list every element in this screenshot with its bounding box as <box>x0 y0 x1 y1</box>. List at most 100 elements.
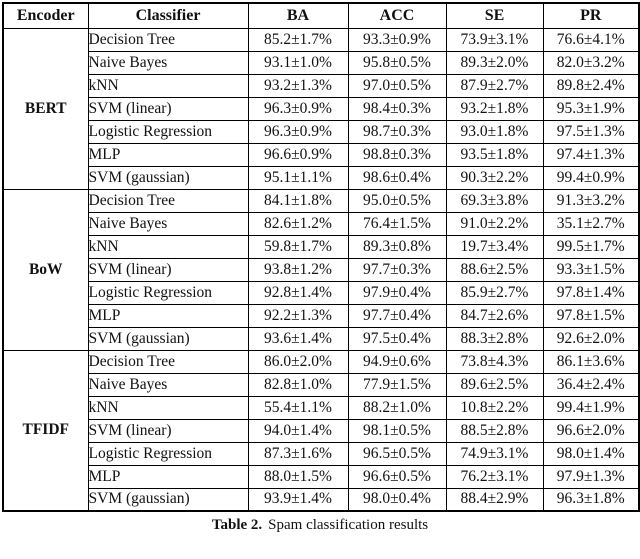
classifier-name: Decision Tree <box>87 188 249 213</box>
se-value: 88.5±2.8% <box>445 418 544 443</box>
encoder-label: TFIDF <box>2 349 89 512</box>
se-value: 19.7±3.4% <box>445 234 544 259</box>
se-value: 85.9±2.7% <box>445 280 544 305</box>
pr-value: 86.1±3.6% <box>542 349 640 374</box>
pr-value: 76.6±4.1% <box>542 27 640 52</box>
ba-value: 92.8±1.4% <box>247 280 349 305</box>
encoder-label: BoW <box>2 188 89 351</box>
header-acc: ACC <box>347 2 447 29</box>
pr-value: 92.6±2.0% <box>542 326 640 351</box>
pr-value: 93.3±1.5% <box>542 257 640 282</box>
ba-value: 96.6±0.9% <box>247 142 349 167</box>
ba-value: 82.6±1.2% <box>247 211 349 236</box>
ba-value: 95.1±1.1% <box>247 165 349 190</box>
table-row: kNN 55.4±1.1% 88.2±1.0% 10.8±2.2% 99.4±1.9% <box>3 395 640 420</box>
se-value: 76.2±3.1% <box>445 464 544 489</box>
header-ba: BA <box>247 2 349 29</box>
acc-value: 97.5±0.4% <box>347 326 447 351</box>
classifier-name: Naive Bayes <box>87 211 249 236</box>
ba-value: 93.1±1.0% <box>247 50 349 75</box>
table-row: SVM (gaussian) 95.1±1.1% 98.6±0.4% 90.3±2.2… <box>3 165 640 190</box>
se-value: 73.9±3.1% <box>445 27 544 52</box>
ba-value: 88.0±1.5% <box>247 464 349 489</box>
table-row: Logistic Regression 92.8±1.4% 97.9±0.4% 85.… <box>3 280 640 305</box>
classifier-name: kNN <box>87 234 249 259</box>
pr-value: 97.8±1.5% <box>542 303 640 328</box>
ba-value: 87.3±1.6% <box>247 441 349 466</box>
table-row: SVM (linear) 96.3±0.9% 98.4±0.3% 93.2±1.8% 9… <box>3 96 640 121</box>
pr-value: 99.4±1.9% <box>542 395 640 420</box>
se-value: 10.8±2.2% <box>445 395 544 420</box>
pr-value: 99.4±0.9% <box>542 165 640 190</box>
ba-value: 96.3±0.9% <box>247 119 349 144</box>
ba-value: 94.0±1.4% <box>247 418 349 443</box>
table-row: SVM (linear) 93.8±1.2% 97.7±0.3% 88.6±2.5% 9… <box>3 257 640 282</box>
se-value: 88.3±2.8% <box>445 326 544 351</box>
pr-value: 97.5±1.3% <box>542 119 640 144</box>
acc-value: 88.2±1.0% <box>347 395 447 420</box>
table-row: MLP 96.6±0.9% 98.8±0.3% 93.5±1.8% 97.4±1.3% <box>3 142 640 167</box>
acc-value: 98.0±0.4% <box>347 487 447 512</box>
ba-value: 84.1±1.8% <box>247 188 349 213</box>
acc-value: 98.7±0.3% <box>347 119 447 144</box>
se-value: 84.7±2.6% <box>445 303 544 328</box>
classifier-name: SVM (linear) <box>87 418 249 443</box>
results-table: Encoder Classifier BA ACC SE PR BERT Deci… <box>2 2 640 512</box>
classifier-name: SVM (linear) <box>87 96 249 121</box>
table-row: Logistic Regression 96.3±0.9% 98.7±0.3% 93.… <box>3 119 640 144</box>
pr-value: 96.6±2.0% <box>542 418 640 443</box>
table-caption: Table 2. Spam classification results <box>0 513 640 537</box>
acc-value: 89.3±0.8% <box>347 234 447 259</box>
table-row: MLP 88.0±1.5% 96.6±0.5% 76.2±3.1% 97.9±1.3% <box>3 464 640 489</box>
classifier-name: kNN <box>87 73 249 98</box>
se-value: 93.2±1.8% <box>445 96 544 121</box>
ba-value: 85.2±1.7% <box>247 27 349 52</box>
acc-value: 96.6±0.5% <box>347 464 447 489</box>
table-row: Logistic Regression 87.3±1.6% 96.5±0.5% 74.… <box>3 441 640 466</box>
classifier-name: SVM (gaussian) <box>87 165 249 190</box>
acc-value: 98.4±0.3% <box>347 96 447 121</box>
se-value: 90.3±2.2% <box>445 165 544 190</box>
table-row: BERT Decision Tree 85.2±1.7% 93.3±0.9% 73.9±… <box>2 27 640 190</box>
classifier-name: SVM (gaussian) <box>87 487 249 512</box>
table-row: kNN 93.2±1.3% 97.0±0.5% 87.9±2.7% 89.8±2.4% <box>3 73 640 98</box>
classifier-name: Logistic Regression <box>87 280 249 305</box>
table-row: TFIDF Decision Tree 86.0±2.0% 94.9±0.6% 73.8… <box>2 349 640 512</box>
se-value: 74.9±3.1% <box>445 441 544 466</box>
se-value: 93.5±1.8% <box>445 142 544 167</box>
pr-value: 97.8±1.4% <box>542 280 640 305</box>
classifier-name: SVM (linear) <box>87 257 249 282</box>
classifier-name: Naive Bayes <box>87 50 249 75</box>
se-value: 88.4±2.9% <box>445 487 544 512</box>
classifier-name: MLP <box>87 142 249 167</box>
header-row: Encoder Classifier BA ACC SE PR <box>2 2 640 29</box>
acc-value: 98.6±0.4% <box>347 165 447 190</box>
acc-value: 97.0±0.5% <box>347 73 447 98</box>
ba-value: 55.4±1.1% <box>247 395 349 420</box>
acc-value: 94.9±0.6% <box>347 349 447 374</box>
ba-value: 96.3±0.9% <box>247 96 349 121</box>
se-value: 89.6±2.5% <box>445 372 544 397</box>
pr-value: 89.8±2.4% <box>542 73 640 98</box>
table-row: SVM (linear) 94.0±1.4% 98.1±0.5% 88.5±2.8% 9… <box>3 418 640 443</box>
pr-value: 95.3±1.9% <box>542 96 640 121</box>
caption-label: Table 2. <box>211 516 263 533</box>
se-value: 73.8±4.3% <box>445 349 544 374</box>
classifier-name: Decision Tree <box>87 27 249 52</box>
acc-value: 97.7±0.3% <box>347 257 447 282</box>
acc-value: 98.1±0.5% <box>347 418 447 443</box>
table-body: BERT Decision Tree 85.2±1.7% 93.3±0.9% 73.9±… <box>2 27 640 512</box>
encoder-label: BERT <box>2 27 89 190</box>
classifier-name: SVM (gaussian) <box>87 326 249 351</box>
acc-value: 98.8±0.3% <box>347 142 447 167</box>
acc-value: 96.5±0.5% <box>347 441 447 466</box>
ba-value: 93.2±1.3% <box>247 73 349 98</box>
se-value: 88.6±2.5% <box>445 257 544 282</box>
ba-value: 93.6±1.4% <box>247 326 349 351</box>
pr-value: 99.5±1.7% <box>542 234 640 259</box>
table-row: Naive Bayes 93.1±1.0% 95.8±0.5% 89.3±2.0% 82… <box>3 50 640 75</box>
se-value: 93.0±1.8% <box>445 119 544 144</box>
pr-value: 97.9±1.3% <box>542 464 640 489</box>
pr-value: 98.0±1.4% <box>542 441 640 466</box>
